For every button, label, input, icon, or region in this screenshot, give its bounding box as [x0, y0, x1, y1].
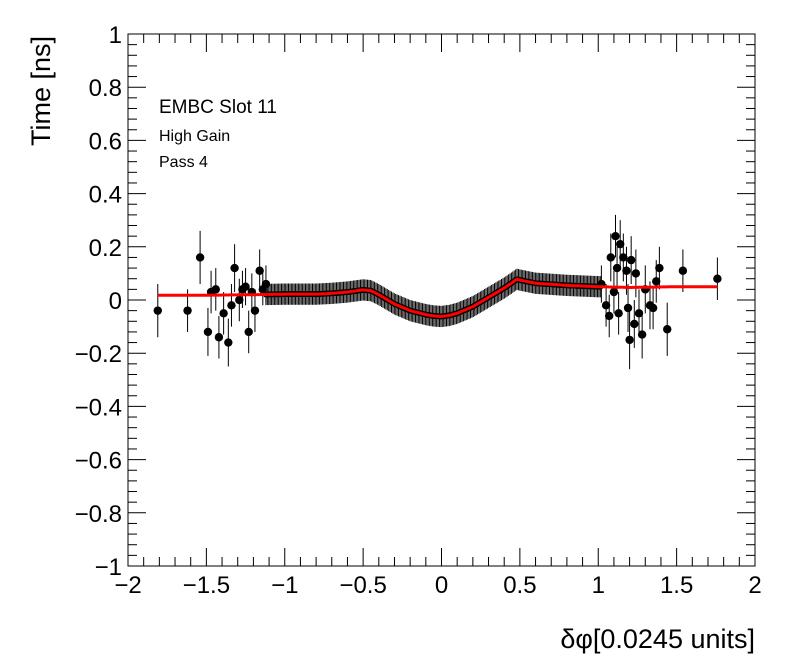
data-point: [211, 285, 220, 294]
x-tick-label: 1.5: [660, 572, 693, 599]
data-point: [224, 338, 233, 347]
data-point: [630, 319, 639, 329]
x-tick-label: −1: [271, 572, 298, 599]
x-tick-label: 2: [748, 572, 761, 599]
fit-curve: [157, 277, 718, 319]
data-point: [622, 266, 631, 275]
x-tick-labels: −2 −1.5 −1 −0.5 0 0.5 1 1.5 2: [114, 572, 761, 599]
data-point: [153, 306, 162, 315]
data-point: [235, 295, 244, 305]
y-tick-label: 0.2: [89, 235, 122, 262]
y-tick-label: 1: [109, 22, 122, 49]
y-tick-label: −0.4: [75, 394, 122, 421]
annotation-pass: Pass 4: [159, 154, 208, 171]
data-point: [255, 266, 264, 275]
data-point: [626, 255, 636, 265]
annotation-slot: EMBC Slot 11: [159, 97, 277, 118]
data-point: [601, 301, 611, 310]
x-tick-label: −0.5: [339, 572, 386, 599]
data-point: [713, 274, 722, 283]
y-tick-label: −1: [95, 554, 122, 581]
data-point: [637, 330, 647, 339]
x-tick-label: 0: [435, 572, 448, 599]
data-point: [230, 263, 239, 273]
data-point: [227, 301, 236, 310]
data-point: [183, 306, 192, 315]
data-point: [195, 253, 205, 262]
y-tick-label: 0.6: [89, 128, 122, 155]
data-point: [615, 239, 625, 249]
data-point: [614, 309, 623, 318]
data-point: [609, 287, 619, 297]
data-point: [652, 277, 661, 286]
y-tick-label: 0.4: [89, 182, 122, 209]
y-tick-label: −0.8: [75, 501, 122, 528]
x-tick-label: −2: [114, 572, 141, 599]
x-tick-label: 1: [592, 572, 605, 599]
data-point: [203, 327, 213, 337]
data-point: [605, 311, 614, 321]
x-tick-label: −1.5: [183, 572, 230, 599]
axis-ticks: [127, 33, 756, 567]
y-tick-label: −0.2: [75, 341, 122, 368]
data-point: [250, 306, 260, 315]
x-tick-label: 0.5: [503, 572, 536, 599]
y-tick-labels: −1 −0.8 −0.6 −0.4 −0.2 0 0.2 0.4 0.6 0.8 1: [75, 22, 122, 581]
data-point: [244, 327, 253, 337]
data-point: [631, 269, 641, 278]
y-tick-label: 0: [109, 288, 122, 315]
data-point: [241, 282, 250, 291]
data-point: [619, 253, 628, 262]
data-point: [261, 279, 271, 289]
data-point: [214, 333, 224, 342]
data-point: [611, 231, 620, 241]
data-points: [153, 231, 722, 347]
annotation-gain: High Gain: [159, 128, 230, 145]
data-point: [623, 303, 633, 313]
x-axis-title: δφ[0.0245 units]: [560, 624, 755, 654]
data-point: [663, 325, 672, 334]
y-axis-title: Time [ns]: [26, 36, 56, 146]
data-point: [634, 309, 644, 318]
y-tick-label: 0.8: [89, 75, 122, 102]
y-tick-label: −0.6: [75, 448, 122, 475]
data-point: [606, 253, 615, 262]
data-point: [678, 266, 688, 275]
data-point: [655, 263, 664, 273]
data-point: [612, 263, 622, 273]
data-point: [219, 309, 228, 318]
data-point: [625, 335, 634, 345]
data-point: [648, 303, 658, 313]
